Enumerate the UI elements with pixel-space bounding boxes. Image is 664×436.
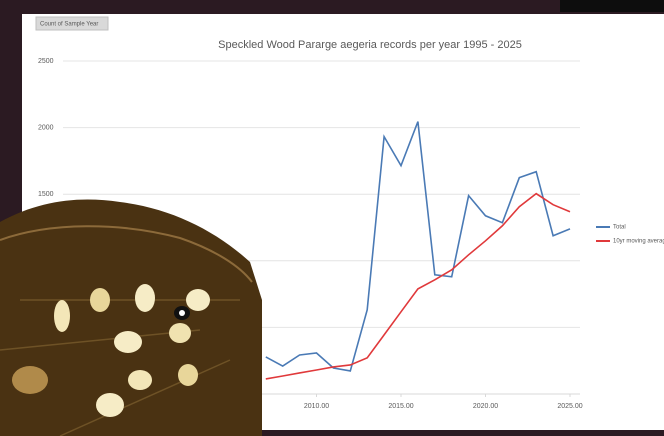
x-tick-label: 2010.00 <box>304 403 329 410</box>
y-tick-label: 2500 <box>38 58 54 65</box>
x-tick-label: 2020.00 <box>473 403 498 410</box>
series-line <box>265 192 571 380</box>
frame-bottom <box>262 430 664 436</box>
field-button[interactable] <box>35 16 109 31</box>
x-tick-label: 2025.00 <box>557 403 582 410</box>
legend-label: 10yr moving average <box>613 239 664 245</box>
x-tick-label: 2015.00 <box>388 403 413 410</box>
legend-label: Total <box>613 225 626 231</box>
chart-title: Speckled Wood Pararge aegeria records pe… <box>218 39 522 51</box>
plot: 050010001500200025002010.002015.002020.0… <box>38 58 664 410</box>
field-button-label: Count of Sample Year <box>40 22 98 28</box>
y-tick-label: 2000 <box>38 124 54 131</box>
series-line <box>265 121 571 372</box>
y-tick-label: 1500 <box>38 191 54 198</box>
corner-patch <box>560 0 664 12</box>
butterfly-image <box>0 199 262 436</box>
